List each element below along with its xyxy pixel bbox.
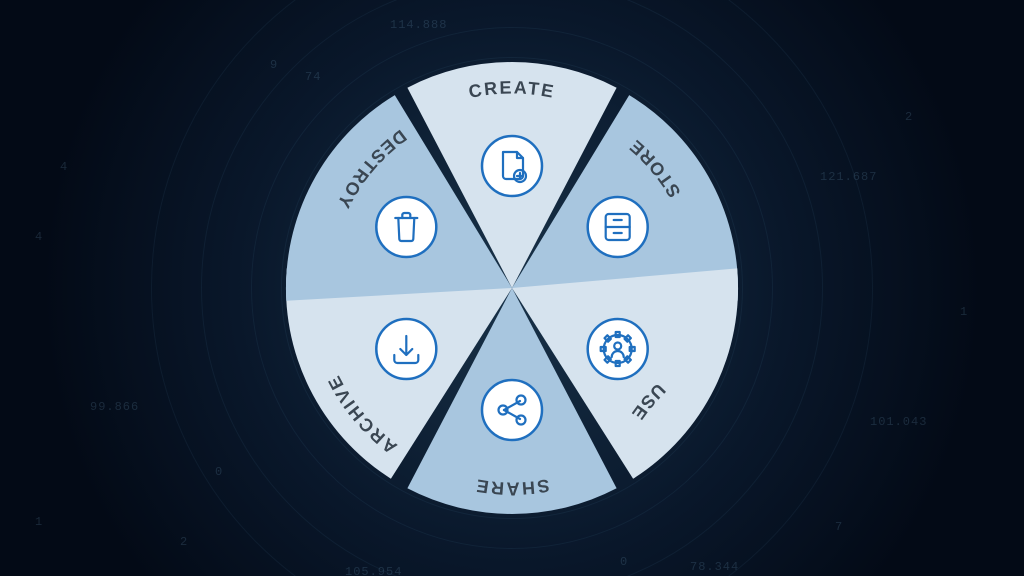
bg-decor-number: 105.954 xyxy=(345,565,402,576)
bg-decor-number: 7 xyxy=(835,520,843,534)
bg-decor-number: 0 xyxy=(620,555,628,569)
download-tray-icon xyxy=(376,319,436,379)
bg-decor-number: 121.687 xyxy=(820,170,877,184)
user-gear-icon xyxy=(588,319,648,379)
trash-icon xyxy=(376,197,436,257)
bg-decor-number: 4 xyxy=(35,230,43,244)
bg-decor-number: 78.344 xyxy=(690,560,739,574)
segment-label: SHARE xyxy=(473,475,551,498)
bg-decor-number: 2 xyxy=(905,110,913,124)
document-plus-icon xyxy=(482,136,542,196)
bg-decor-number: 1 xyxy=(960,305,968,319)
drawer-icon xyxy=(588,197,648,257)
share-nodes-icon xyxy=(482,380,542,440)
bg-decor-number: 4 xyxy=(60,160,68,174)
diagram-stage: 114.888 9 74 121.687 4 2 1 99.866 101.04… xyxy=(0,0,1024,576)
bg-decor-number: 114.888 xyxy=(390,18,447,32)
lifecycle-wheel: CREATE STORE xyxy=(277,53,747,523)
bg-decor-number: 1 xyxy=(35,515,43,529)
bg-decor-number: 2 xyxy=(180,535,188,549)
bg-decor-number: 99.866 xyxy=(90,400,139,414)
bg-decor-number: 0 xyxy=(215,465,223,479)
bg-decor-number: 101.043 xyxy=(870,415,927,429)
